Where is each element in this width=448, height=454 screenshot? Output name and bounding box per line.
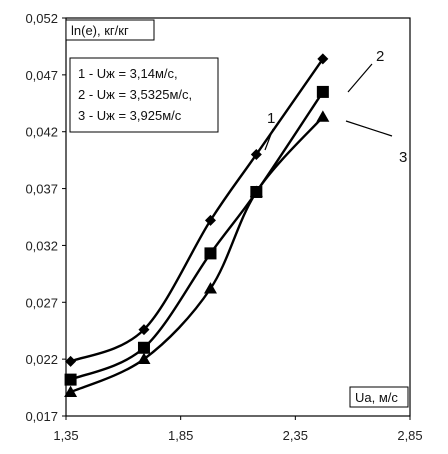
y-tick-label: 0,022 [25, 352, 58, 367]
series-label-2: 2 [376, 48, 384, 65]
series-label-3: 3 [399, 149, 407, 166]
series-1-point [317, 53, 329, 65]
x-tick-label: 2,35 [283, 428, 308, 443]
y-tick-label: 0,042 [25, 125, 58, 140]
series-2-point [137, 341, 150, 354]
series-2-point [204, 247, 217, 260]
y-axis-label: ln(e), кг/кг [71, 23, 129, 38]
series-1-point [65, 355, 77, 367]
series-3-point [249, 185, 263, 197]
series-2-line [70, 91, 324, 381]
series-1-point [250, 148, 262, 160]
y-tick-label: 0,017 [25, 409, 58, 424]
series-2-pointer [347, 63, 373, 93]
legend-box [69, 57, 219, 133]
series-1-point [204, 214, 216, 226]
y-axis-label-box [65, 19, 155, 41]
series-label-1: 1 [267, 110, 275, 127]
x-tick-label: 1,85 [168, 428, 193, 443]
series-3-point [137, 352, 151, 365]
plot-area [65, 17, 411, 417]
series-3-point [316, 110, 330, 122]
y-tick-label: 0,027 [25, 295, 58, 310]
series-2-point [64, 373, 77, 386]
legend-entry-3: 3 - Uж = 3,925м/с [78, 108, 182, 123]
y-tick-label: 0,047 [25, 68, 58, 83]
x-tick-label: 1,35 [53, 428, 78, 443]
x-axis-label-box [349, 386, 409, 408]
series-3-pointer [345, 120, 393, 137]
x-tick-label: 2,85 [397, 428, 422, 443]
series-1-pointer [264, 128, 274, 151]
series-3-point [64, 385, 78, 397]
legend-entry-1: 1 - Uж = 3,14м/с, [78, 66, 178, 81]
y-tick-label: 0,052 [25, 11, 58, 26]
y-tick-label: 0,032 [25, 238, 58, 253]
y-tick-label: 0,037 [25, 182, 58, 197]
series-1-point [138, 324, 150, 336]
series-3-point [203, 282, 217, 294]
legend-entry-2: 2 - Uж = 3,5325м/с, [78, 87, 192, 102]
series-2-point [316, 85, 329, 98]
x-axis-label: Ua, м/с [355, 390, 398, 405]
